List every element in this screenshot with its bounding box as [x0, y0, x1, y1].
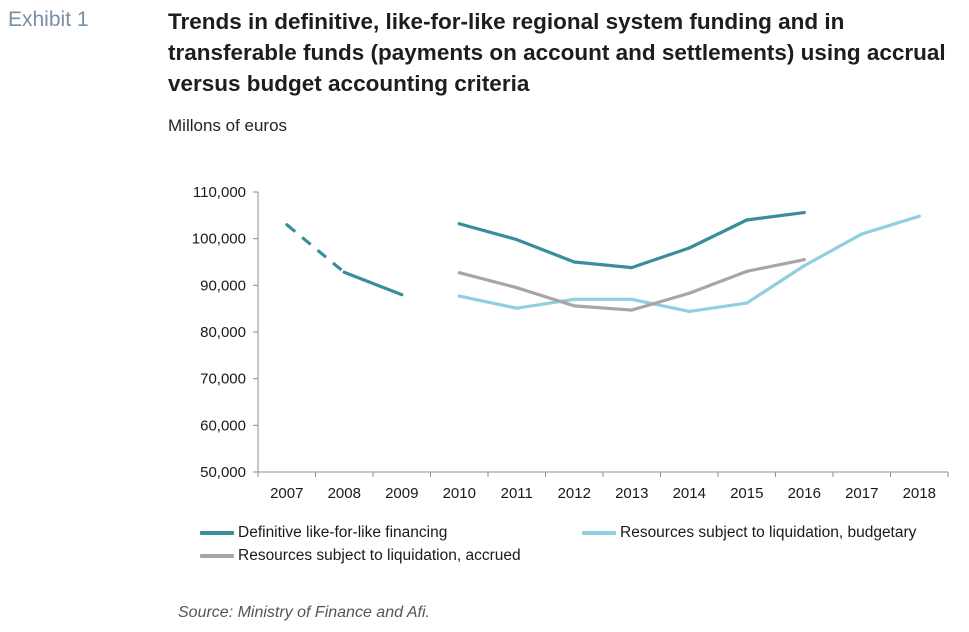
series-line-segment — [572, 304, 634, 312]
data-point — [630, 297, 634, 301]
chart-title: Trends in definitive, like-for-like regi… — [168, 9, 946, 96]
data-point — [400, 293, 404, 297]
series-line-segment — [515, 297, 576, 310]
data-point — [630, 266, 634, 270]
data-point — [745, 301, 749, 305]
series-line-segment — [457, 222, 519, 242]
legend-item-definitive: Definitive like-for-like financing — [200, 524, 447, 542]
data-point — [457, 271, 461, 275]
y-tick-label: 80,000 — [200, 324, 246, 341]
legend-swatch — [200, 554, 234, 558]
series-line-segment — [802, 232, 864, 268]
series-line-segment — [572, 260, 634, 270]
series-line-segment — [687, 218, 749, 250]
y-tick-label: 70,000 — [200, 371, 246, 388]
series-line-segment — [687, 269, 749, 295]
series-line-segment — [630, 246, 691, 270]
y-tick-label: 90,000 — [200, 277, 246, 294]
series-line-segment — [687, 301, 749, 314]
data-point — [342, 270, 346, 274]
line-chart: 50,000 60,000 70,000 80,000 90,000 100,000 110… — [192, 184, 949, 502]
data-point — [515, 238, 519, 242]
data-point — [802, 211, 806, 215]
legend-label: Resources subject to liquidation, accrue… — [238, 547, 521, 564]
data-point — [802, 264, 806, 268]
data-point — [457, 294, 461, 298]
data-point — [745, 218, 749, 222]
legend-swatch — [582, 531, 616, 535]
data-point — [917, 214, 921, 218]
exhibit-label: Exhibit 1 — [8, 8, 89, 31]
chart-axes: 50,000 60,000 70,000 80,000 90,000 100,000 110… — [192, 184, 949, 502]
x-tick-label: 2018 — [903, 485, 936, 502]
legend-swatch — [200, 531, 234, 535]
series-line-segment — [630, 297, 691, 314]
data-point — [630, 308, 634, 312]
series-line-segment — [342, 270, 404, 297]
data-point — [745, 269, 749, 273]
data-point — [572, 304, 576, 308]
series-line-segment — [745, 264, 806, 305]
y-tick-label: 110,000 — [193, 184, 246, 201]
data-point — [687, 309, 691, 313]
data-point — [572, 260, 576, 264]
data-point — [285, 223, 289, 227]
x-tick-label: 2011 — [501, 485, 533, 502]
series-line-segment — [630, 291, 691, 312]
legend-label: Resources subject to liquidation, budget… — [620, 524, 917, 541]
x-tick-label: 2014 — [673, 485, 706, 502]
series-line-segment — [515, 286, 576, 308]
series-line-segment — [457, 294, 519, 310]
data-point — [860, 232, 864, 236]
legend-item-budgetary: Resources subject to liquidation, budget… — [582, 524, 916, 542]
data-point — [802, 258, 806, 262]
x-tick-label: 2013 — [615, 485, 648, 502]
series-line-segment — [745, 210, 806, 222]
x-tick-label: 2017 — [845, 485, 878, 502]
series-line-segment — [515, 238, 576, 264]
series-line-segment — [860, 214, 921, 236]
x-tick-label: 2016 — [788, 485, 821, 502]
legend-label: Definitive like-for-like financing — [238, 524, 448, 541]
data-point — [515, 306, 519, 310]
x-tick-label: 2012 — [558, 485, 591, 502]
series-line-segment — [745, 258, 806, 273]
chart-subtitle: Millons of euros — [168, 116, 288, 135]
chart-series — [285, 210, 921, 314]
y-tick-label: 100,000 — [192, 231, 246, 248]
data-point — [687, 246, 691, 250]
legend-item-accrued: Resources subject to liquidation, accrue… — [200, 547, 521, 565]
x-tick-label: 2007 — [270, 485, 303, 502]
y-tick-label: 50,000 — [200, 464, 246, 481]
series-line-segment — [285, 223, 346, 274]
y-tick-label: 60,000 — [200, 417, 246, 434]
x-tick-label: 2010 — [443, 485, 476, 502]
data-point — [515, 286, 519, 290]
x-tick-label: 2008 — [328, 485, 361, 502]
series-line-segment — [457, 271, 519, 290]
data-point — [572, 297, 576, 301]
source-note: Source: Ministry of Finance and Afi. — [178, 604, 430, 621]
data-point — [687, 291, 691, 295]
x-tick-label: 2015 — [730, 485, 763, 502]
x-tick-label: 2009 — [385, 485, 418, 502]
data-point — [457, 222, 461, 226]
